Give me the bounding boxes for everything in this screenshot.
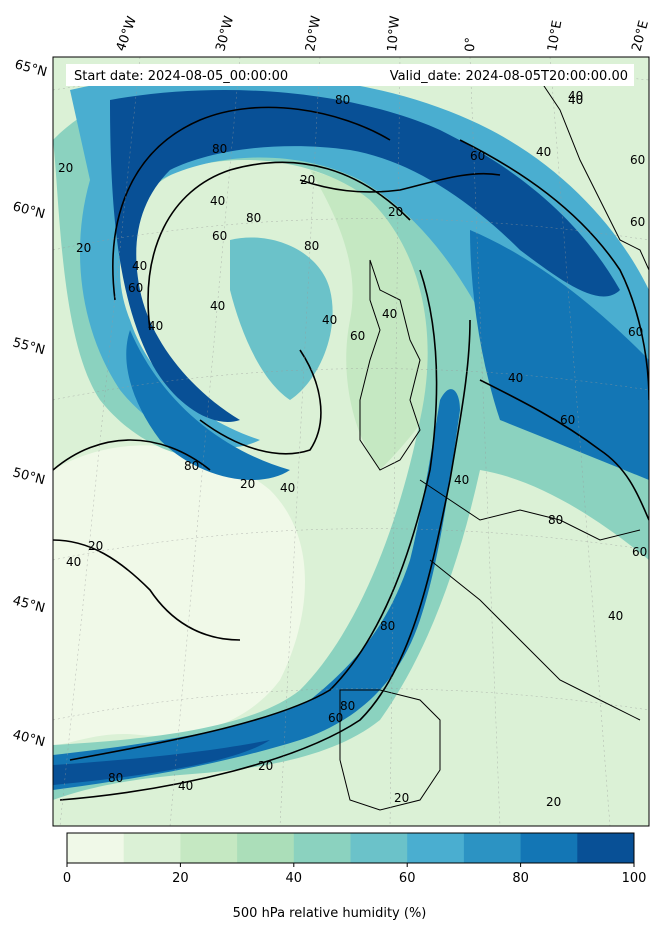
contour-labels: 80 60 40 20 40 60 80 80 60 40 20 40 60 4… bbox=[58, 89, 647, 809]
colorbar-tick-label: 20 bbox=[172, 871, 189, 886]
contour-label: 40 bbox=[210, 194, 225, 208]
contour-label: 20 bbox=[76, 241, 91, 255]
contour-label: 60 bbox=[328, 711, 343, 725]
coastline-scandinavia bbox=[539, 79, 649, 271]
moist-patch-inner bbox=[230, 237, 333, 400]
colorbar-swatch bbox=[123, 833, 181, 863]
start-date-label: Start date: 2024-08-05_00:00:00 bbox=[74, 69, 288, 84]
contour-label: 20 bbox=[88, 539, 103, 553]
contour-label: 40 bbox=[536, 145, 551, 159]
colorbar-swatch bbox=[577, 833, 635, 863]
contour-label: 40 bbox=[66, 555, 81, 569]
colorbar-title: 500 hPa relative humidity (%) bbox=[232, 906, 427, 921]
lon-label: 10°E bbox=[545, 19, 565, 52]
contour-label: 60 bbox=[470, 149, 485, 163]
contour-label: 80 bbox=[246, 211, 261, 225]
lat-label: 55°N bbox=[11, 335, 47, 358]
moist-core-deep bbox=[110, 90, 620, 422]
colorbar-swatch bbox=[293, 833, 351, 863]
moist-strip-south-core bbox=[53, 740, 270, 785]
lon-label: 0° bbox=[463, 37, 479, 52]
contour-label: 60 bbox=[128, 281, 143, 295]
contour-label: 60 bbox=[630, 215, 645, 229]
dry-region-southwest bbox=[53, 445, 305, 745]
contour-label: 20 bbox=[300, 173, 315, 187]
contour-label: 20 bbox=[58, 161, 73, 175]
contour-label: 60 bbox=[560, 413, 575, 427]
contour-label: 80 bbox=[340, 699, 355, 713]
contour-label: 20 bbox=[394, 791, 409, 805]
colorbar-swatch bbox=[237, 833, 295, 863]
contour-label: 40 bbox=[322, 313, 337, 327]
colorbar-swatch bbox=[350, 833, 408, 863]
lon-label: 30°W bbox=[213, 14, 237, 53]
header-box bbox=[66, 64, 634, 86]
contour-label: 80 bbox=[108, 771, 123, 785]
lon-label: 20°E bbox=[629, 19, 652, 53]
contour-label: 60 bbox=[632, 545, 647, 559]
contour-label: 40 bbox=[568, 93, 583, 107]
contour-label: 80 bbox=[304, 239, 319, 253]
valid-date-label: Valid_date: 2024-08-05T20:00:00.00 bbox=[390, 69, 628, 84]
contour-label: 40 bbox=[608, 609, 623, 623]
contour-label: 20 bbox=[388, 205, 403, 219]
coastline-iberia bbox=[339, 689, 441, 811]
colorbar-tick-label: 60 bbox=[399, 871, 416, 886]
lat-label: 40°N bbox=[11, 727, 47, 750]
map-frame bbox=[52, 56, 650, 827]
contour-label: 60 bbox=[212, 229, 227, 243]
contour-label: 80 bbox=[548, 513, 563, 527]
moist-core-east bbox=[470, 230, 649, 480]
contour-label: 40 bbox=[148, 319, 163, 333]
contour-lines bbox=[53, 106, 649, 801]
colorbar-tick-label: 40 bbox=[286, 871, 303, 886]
contour-label: 40 bbox=[178, 779, 193, 793]
contour-label: 60 bbox=[628, 325, 643, 339]
colorbar-tick-label: 0 bbox=[63, 871, 71, 886]
contour-label: 20 bbox=[258, 759, 273, 773]
lat-label: 50°N bbox=[11, 465, 47, 488]
contour-label: 40 bbox=[568, 89, 583, 103]
contour-label: 20 bbox=[240, 477, 255, 491]
coastline-europe bbox=[419, 479, 641, 721]
contour-label: 20 bbox=[546, 795, 561, 809]
map-field: 80 60 40 20 40 60 80 80 60 40 20 40 60 4… bbox=[53, 57, 649, 826]
contour-label: 40 bbox=[210, 299, 225, 313]
colorbar-tick-label: 80 bbox=[512, 871, 529, 886]
colorbar-swatch bbox=[407, 833, 465, 863]
lon-label: 10°W bbox=[385, 15, 403, 52]
contour-label: 40 bbox=[132, 259, 147, 273]
contour-label: 40 bbox=[508, 371, 523, 385]
contour-label: 60 bbox=[630, 153, 645, 167]
colorbar-swatch bbox=[67, 833, 125, 863]
lon-label: 40°W bbox=[114, 14, 140, 53]
colorbar-swatch bbox=[463, 833, 522, 863]
coastline-britain bbox=[359, 259, 421, 471]
graticule bbox=[53, 57, 649, 826]
lat-label: 60°N bbox=[11, 199, 47, 222]
lat-label: 65°N bbox=[13, 57, 49, 80]
colorbar: 0 20 40 60 80 100 bbox=[63, 832, 647, 886]
colorbar-swatch bbox=[520, 833, 578, 863]
colorbar-swatch bbox=[180, 833, 238, 863]
contour-label: 80 bbox=[335, 93, 350, 107]
lat-label: 45°N bbox=[11, 593, 47, 616]
contour-label: 80 bbox=[380, 619, 395, 633]
contour-label: 80 bbox=[184, 459, 199, 473]
lon-label: 20°W bbox=[303, 15, 324, 53]
colorbar-tick-label: 100 bbox=[622, 871, 647, 886]
contour-label: 80 bbox=[212, 142, 227, 156]
contour-label: 60 bbox=[350, 329, 365, 343]
colorbar-frame bbox=[66, 832, 635, 864]
dry-region-east bbox=[380, 551, 649, 826]
contour-label: 40 bbox=[454, 473, 469, 487]
moist-core-southwest-arc bbox=[126, 330, 290, 480]
contour-label: 40 bbox=[280, 481, 295, 495]
contour-label: 40 bbox=[382, 307, 397, 321]
